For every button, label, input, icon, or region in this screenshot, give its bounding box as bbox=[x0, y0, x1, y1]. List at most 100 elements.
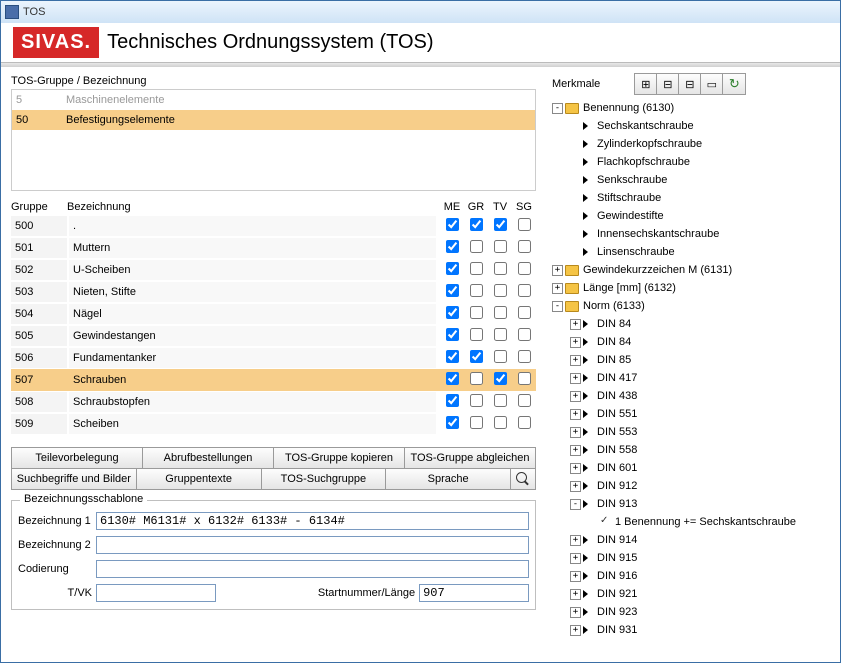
tbtn-refresh[interactable]: ↻ bbox=[723, 74, 745, 94]
table-row[interactable]: 501Muttern bbox=[11, 237, 536, 259]
chk-sg[interactable] bbox=[518, 284, 531, 297]
chk-gr[interactable] bbox=[470, 262, 483, 275]
table-row[interactable]: 505Gewindestangen bbox=[11, 325, 536, 347]
tree-node[interactable]: +DIN 558 bbox=[552, 441, 836, 459]
expander-icon[interactable]: + bbox=[570, 463, 581, 474]
codierung-input[interactable] bbox=[96, 560, 529, 578]
tree-node[interactable]: +DIN 551 bbox=[552, 405, 836, 423]
table-row[interactable]: 504Nägel bbox=[11, 303, 536, 325]
expander-icon[interactable]: - bbox=[552, 301, 563, 312]
chk-sg[interactable] bbox=[518, 394, 531, 407]
expander-icon[interactable]: + bbox=[570, 553, 581, 564]
path-row[interactable] bbox=[12, 170, 535, 190]
chk-me[interactable] bbox=[446, 240, 459, 253]
tbtn-collapse-all[interactable]: ▭ bbox=[701, 74, 723, 94]
table-row[interactable]: 500. bbox=[11, 215, 536, 237]
expander-icon[interactable]: + bbox=[570, 481, 581, 492]
btn-sprache[interactable]: Sprache bbox=[385, 468, 511, 490]
chk-tv[interactable] bbox=[494, 262, 507, 275]
chk-sg[interactable] bbox=[518, 262, 531, 275]
chk-me[interactable] bbox=[446, 218, 459, 231]
tree-node[interactable]: Sechskantschraube bbox=[552, 117, 836, 135]
tree-node[interactable]: +DIN 84 bbox=[552, 315, 836, 333]
btn-search[interactable] bbox=[510, 468, 536, 490]
path-row[interactable] bbox=[12, 150, 535, 170]
chk-me[interactable] bbox=[446, 306, 459, 319]
chk-tv[interactable] bbox=[494, 284, 507, 297]
chk-tv[interactable] bbox=[494, 372, 507, 385]
bez2-input[interactable] bbox=[96, 536, 529, 554]
tree-node[interactable]: -Benennung (6130) bbox=[552, 99, 836, 117]
table-row[interactable]: 508Schraubstopfen bbox=[11, 391, 536, 413]
tree-node[interactable]: +DIN 553 bbox=[552, 423, 836, 441]
tbtn-expand[interactable]: ⊟ bbox=[657, 74, 679, 94]
chk-tv[interactable] bbox=[494, 394, 507, 407]
tree-node[interactable]: Flachkopfschraube bbox=[552, 153, 836, 171]
tree-node[interactable]: +DIN 912 bbox=[552, 477, 836, 495]
path-row[interactable]: 5Maschinenelemente bbox=[12, 90, 535, 110]
table-row[interactable]: 507Schrauben bbox=[11, 369, 536, 391]
tree-node[interactable]: +DIN 915 bbox=[552, 549, 836, 567]
expander-icon[interactable]: + bbox=[570, 445, 581, 456]
tree-node[interactable]: +DIN 601 bbox=[552, 459, 836, 477]
tree-node[interactable]: Zylinderkopfschraube bbox=[552, 135, 836, 153]
expander-icon[interactable]: + bbox=[570, 337, 581, 348]
expander-icon[interactable]: + bbox=[570, 625, 581, 636]
btn-teilevorbelegung[interactable]: Teilevorbelegung bbox=[11, 447, 143, 469]
tree-node[interactable]: -DIN 913 bbox=[552, 495, 836, 513]
btn-tos-suchgruppe[interactable]: TOS-Suchgruppe bbox=[261, 468, 387, 490]
chk-me[interactable] bbox=[446, 284, 459, 297]
chk-me[interactable] bbox=[446, 416, 459, 429]
expander-icon[interactable]: + bbox=[552, 265, 563, 276]
chk-gr[interactable] bbox=[470, 350, 483, 363]
chk-sg[interactable] bbox=[518, 372, 531, 385]
tbtn-collapse[interactable]: ⊟ bbox=[679, 74, 701, 94]
tree-node[interactable]: +DIN 923 bbox=[552, 603, 836, 621]
chk-tv[interactable] bbox=[494, 240, 507, 253]
chk-gr[interactable] bbox=[470, 394, 483, 407]
expander-icon[interactable]: + bbox=[552, 283, 563, 294]
chk-gr[interactable] bbox=[470, 306, 483, 319]
expander-icon[interactable]: + bbox=[570, 373, 581, 384]
tree-node[interactable]: +Gewindekurzzeichen M (6131) bbox=[552, 261, 836, 279]
expander-icon[interactable]: + bbox=[570, 571, 581, 582]
expander-icon[interactable]: + bbox=[570, 319, 581, 330]
chk-me[interactable] bbox=[446, 328, 459, 341]
tree-node[interactable]: +DIN 84 bbox=[552, 333, 836, 351]
chk-tv[interactable] bbox=[494, 328, 507, 341]
tvk-input[interactable] bbox=[96, 584, 216, 602]
tree-node[interactable]: 1 Benennung += Sechskantschraube bbox=[552, 513, 836, 531]
chk-tv[interactable] bbox=[494, 350, 507, 363]
table-row[interactable]: 509Scheiben bbox=[11, 413, 536, 435]
expander-icon[interactable]: + bbox=[570, 355, 581, 366]
tree-node[interactable]: Innensechskantschraube bbox=[552, 225, 836, 243]
expander-icon[interactable]: - bbox=[552, 103, 563, 114]
tree-node[interactable]: -Norm (6133) bbox=[552, 297, 836, 315]
chk-gr[interactable] bbox=[470, 416, 483, 429]
tree-node[interactable]: +DIN 931 bbox=[552, 621, 836, 639]
table-row[interactable]: 506Fundamentanker bbox=[11, 347, 536, 369]
tree-node[interactable]: +DIN 916 bbox=[552, 567, 836, 585]
btn-tos-gruppe-kopieren[interactable]: TOS-Gruppe kopieren bbox=[273, 447, 405, 469]
tree-node[interactable]: +DIN 85 bbox=[552, 351, 836, 369]
tree-node[interactable]: Gewindestifte bbox=[552, 207, 836, 225]
tree-node[interactable]: +DIN 921 bbox=[552, 585, 836, 603]
startnr-input[interactable] bbox=[419, 584, 529, 602]
chk-sg[interactable] bbox=[518, 218, 531, 231]
tree-node[interactable]: Senkschraube bbox=[552, 171, 836, 189]
chk-tv[interactable] bbox=[494, 416, 507, 429]
chk-gr[interactable] bbox=[470, 372, 483, 385]
btn-tos-gruppe-abgleichen[interactable]: TOS-Gruppe abgleichen bbox=[404, 447, 536, 469]
chk-gr[interactable] bbox=[470, 218, 483, 231]
chk-me[interactable] bbox=[446, 262, 459, 275]
table-row[interactable]: 502U-Scheiben bbox=[11, 259, 536, 281]
expander-icon[interactable]: + bbox=[570, 607, 581, 618]
expander-icon[interactable]: + bbox=[570, 535, 581, 546]
table-row[interactable]: 503Nieten, Stifte bbox=[11, 281, 536, 303]
btn-gruppentexte[interactable]: Gruppentexte bbox=[136, 468, 262, 490]
chk-sg[interactable] bbox=[518, 328, 531, 341]
tbtn-expand-all[interactable]: ⊞ bbox=[635, 74, 657, 94]
expander-icon[interactable]: + bbox=[570, 409, 581, 420]
bez1-input[interactable] bbox=[96, 512, 529, 530]
tree-node[interactable]: Linsenschraube bbox=[552, 243, 836, 261]
